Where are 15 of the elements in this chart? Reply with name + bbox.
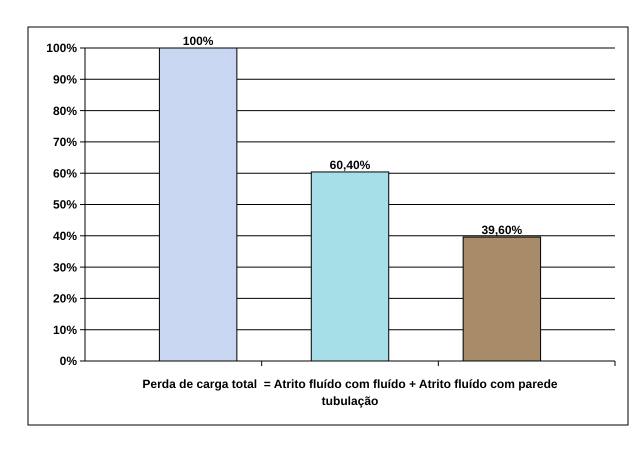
y-tick-label: 80%: [52, 104, 78, 118]
y-tick-label: 60%: [52, 166, 78, 180]
y-tick-label: 0%: [60, 354, 78, 368]
y-tick-label: 90%: [52, 72, 78, 86]
y-tick-label: 10%: [52, 322, 78, 337]
y-tick-label: 70%: [52, 135, 78, 150]
data-label: 100%: [182, 34, 214, 48]
y-tick-label: 100%: [46, 41, 78, 56]
data-label: 39,60%: [482, 223, 523, 238]
y-tick-label: 20%: [52, 292, 78, 306]
y-tick-label: 30%: [52, 260, 78, 274]
data-label: 60,40%: [330, 158, 371, 172]
y-tick-label: 40%: [52, 229, 78, 243]
x-axis-title: Perda de carga total = Atrito fluído com fluído + Atrito fluído com parede tubulação: [142, 377, 558, 408]
y-tick-label: 50%: [52, 198, 78, 212]
